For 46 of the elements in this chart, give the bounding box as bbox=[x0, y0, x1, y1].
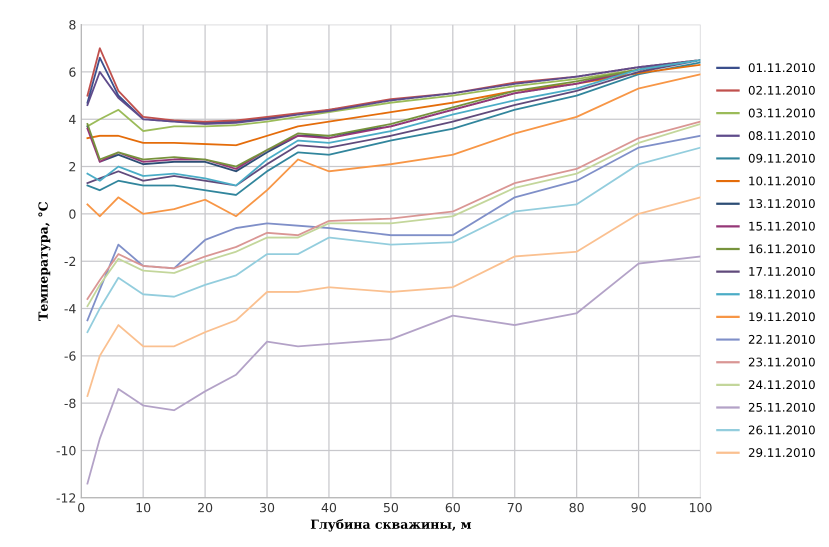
legend-label: 03.11.2010 bbox=[748, 108, 815, 118]
y-tick-label: 4 bbox=[69, 114, 76, 124]
x-tick-label: 60 bbox=[446, 502, 460, 512]
x-tick-label: 40 bbox=[322, 502, 336, 512]
y-tick-label: -10 bbox=[56, 446, 76, 456]
legend-label: 02.11.2010 bbox=[748, 86, 815, 95]
legend-label: 17.11.2010 bbox=[749, 267, 815, 276]
y-tick-label: -8 bbox=[64, 398, 76, 408]
legend-label: 15.11.2010 bbox=[749, 222, 815, 231]
y-tick-label: 2 bbox=[69, 162, 76, 172]
legend-label: 24.11.2010 bbox=[748, 380, 815, 390]
x-tick-label: 0 bbox=[78, 502, 84, 512]
legend-label: 16.11.2010 bbox=[749, 244, 815, 254]
x-axis-title: Глубина скважины, м bbox=[310, 519, 472, 532]
line-series bbox=[86, 256, 701, 484]
legend-label: 26.11.2010 bbox=[748, 425, 815, 434]
legend-label: 10.11.2010 bbox=[749, 176, 815, 186]
legend-label: 18.11.2010 bbox=[749, 290, 815, 299]
x-tick-label: 50 bbox=[384, 502, 398, 512]
line-series bbox=[86, 64, 701, 146]
line-series bbox=[86, 196, 701, 397]
x-tick-label: 70 bbox=[508, 502, 522, 512]
line-series bbox=[86, 73, 701, 218]
x-tick-label: 100 bbox=[690, 502, 712, 512]
x-tick-label: 90 bbox=[631, 502, 646, 512]
x-tick-label: 20 bbox=[198, 502, 212, 512]
x-tick-label: 10 bbox=[136, 502, 150, 512]
legend-label: 08.11.2010 bbox=[748, 131, 815, 140]
legend-label: 23.11.2010 bbox=[748, 358, 815, 366]
y-tick-label: -12 bbox=[56, 493, 76, 503]
y-axis-title: Температура, °С bbox=[38, 202, 50, 321]
legend-label: 13.11.2010 bbox=[749, 199, 815, 208]
legend-label: 01.11.2010 bbox=[748, 63, 815, 72]
y-tick-label: -2 bbox=[64, 256, 76, 266]
legend-label: 22.11.2010 bbox=[748, 334, 815, 344]
y-tick-label: -6 bbox=[64, 351, 76, 361]
y-tick-label: 6 bbox=[69, 67, 76, 77]
legend-label: 19.11.2010 bbox=[749, 312, 815, 322]
x-tick-label: 30 bbox=[260, 502, 274, 512]
x-tick-label: 80 bbox=[570, 502, 584, 512]
legend-label: 25.11.2010 bbox=[748, 402, 815, 412]
legend-label: 09.11.2010 bbox=[748, 154, 815, 163]
y-tick-label: 8 bbox=[69, 20, 76, 30]
legend-label: 29.11.2010 bbox=[748, 448, 815, 458]
y-tick-label: 0 bbox=[69, 209, 76, 219]
y-tick-label: -4 bbox=[64, 304, 76, 314]
